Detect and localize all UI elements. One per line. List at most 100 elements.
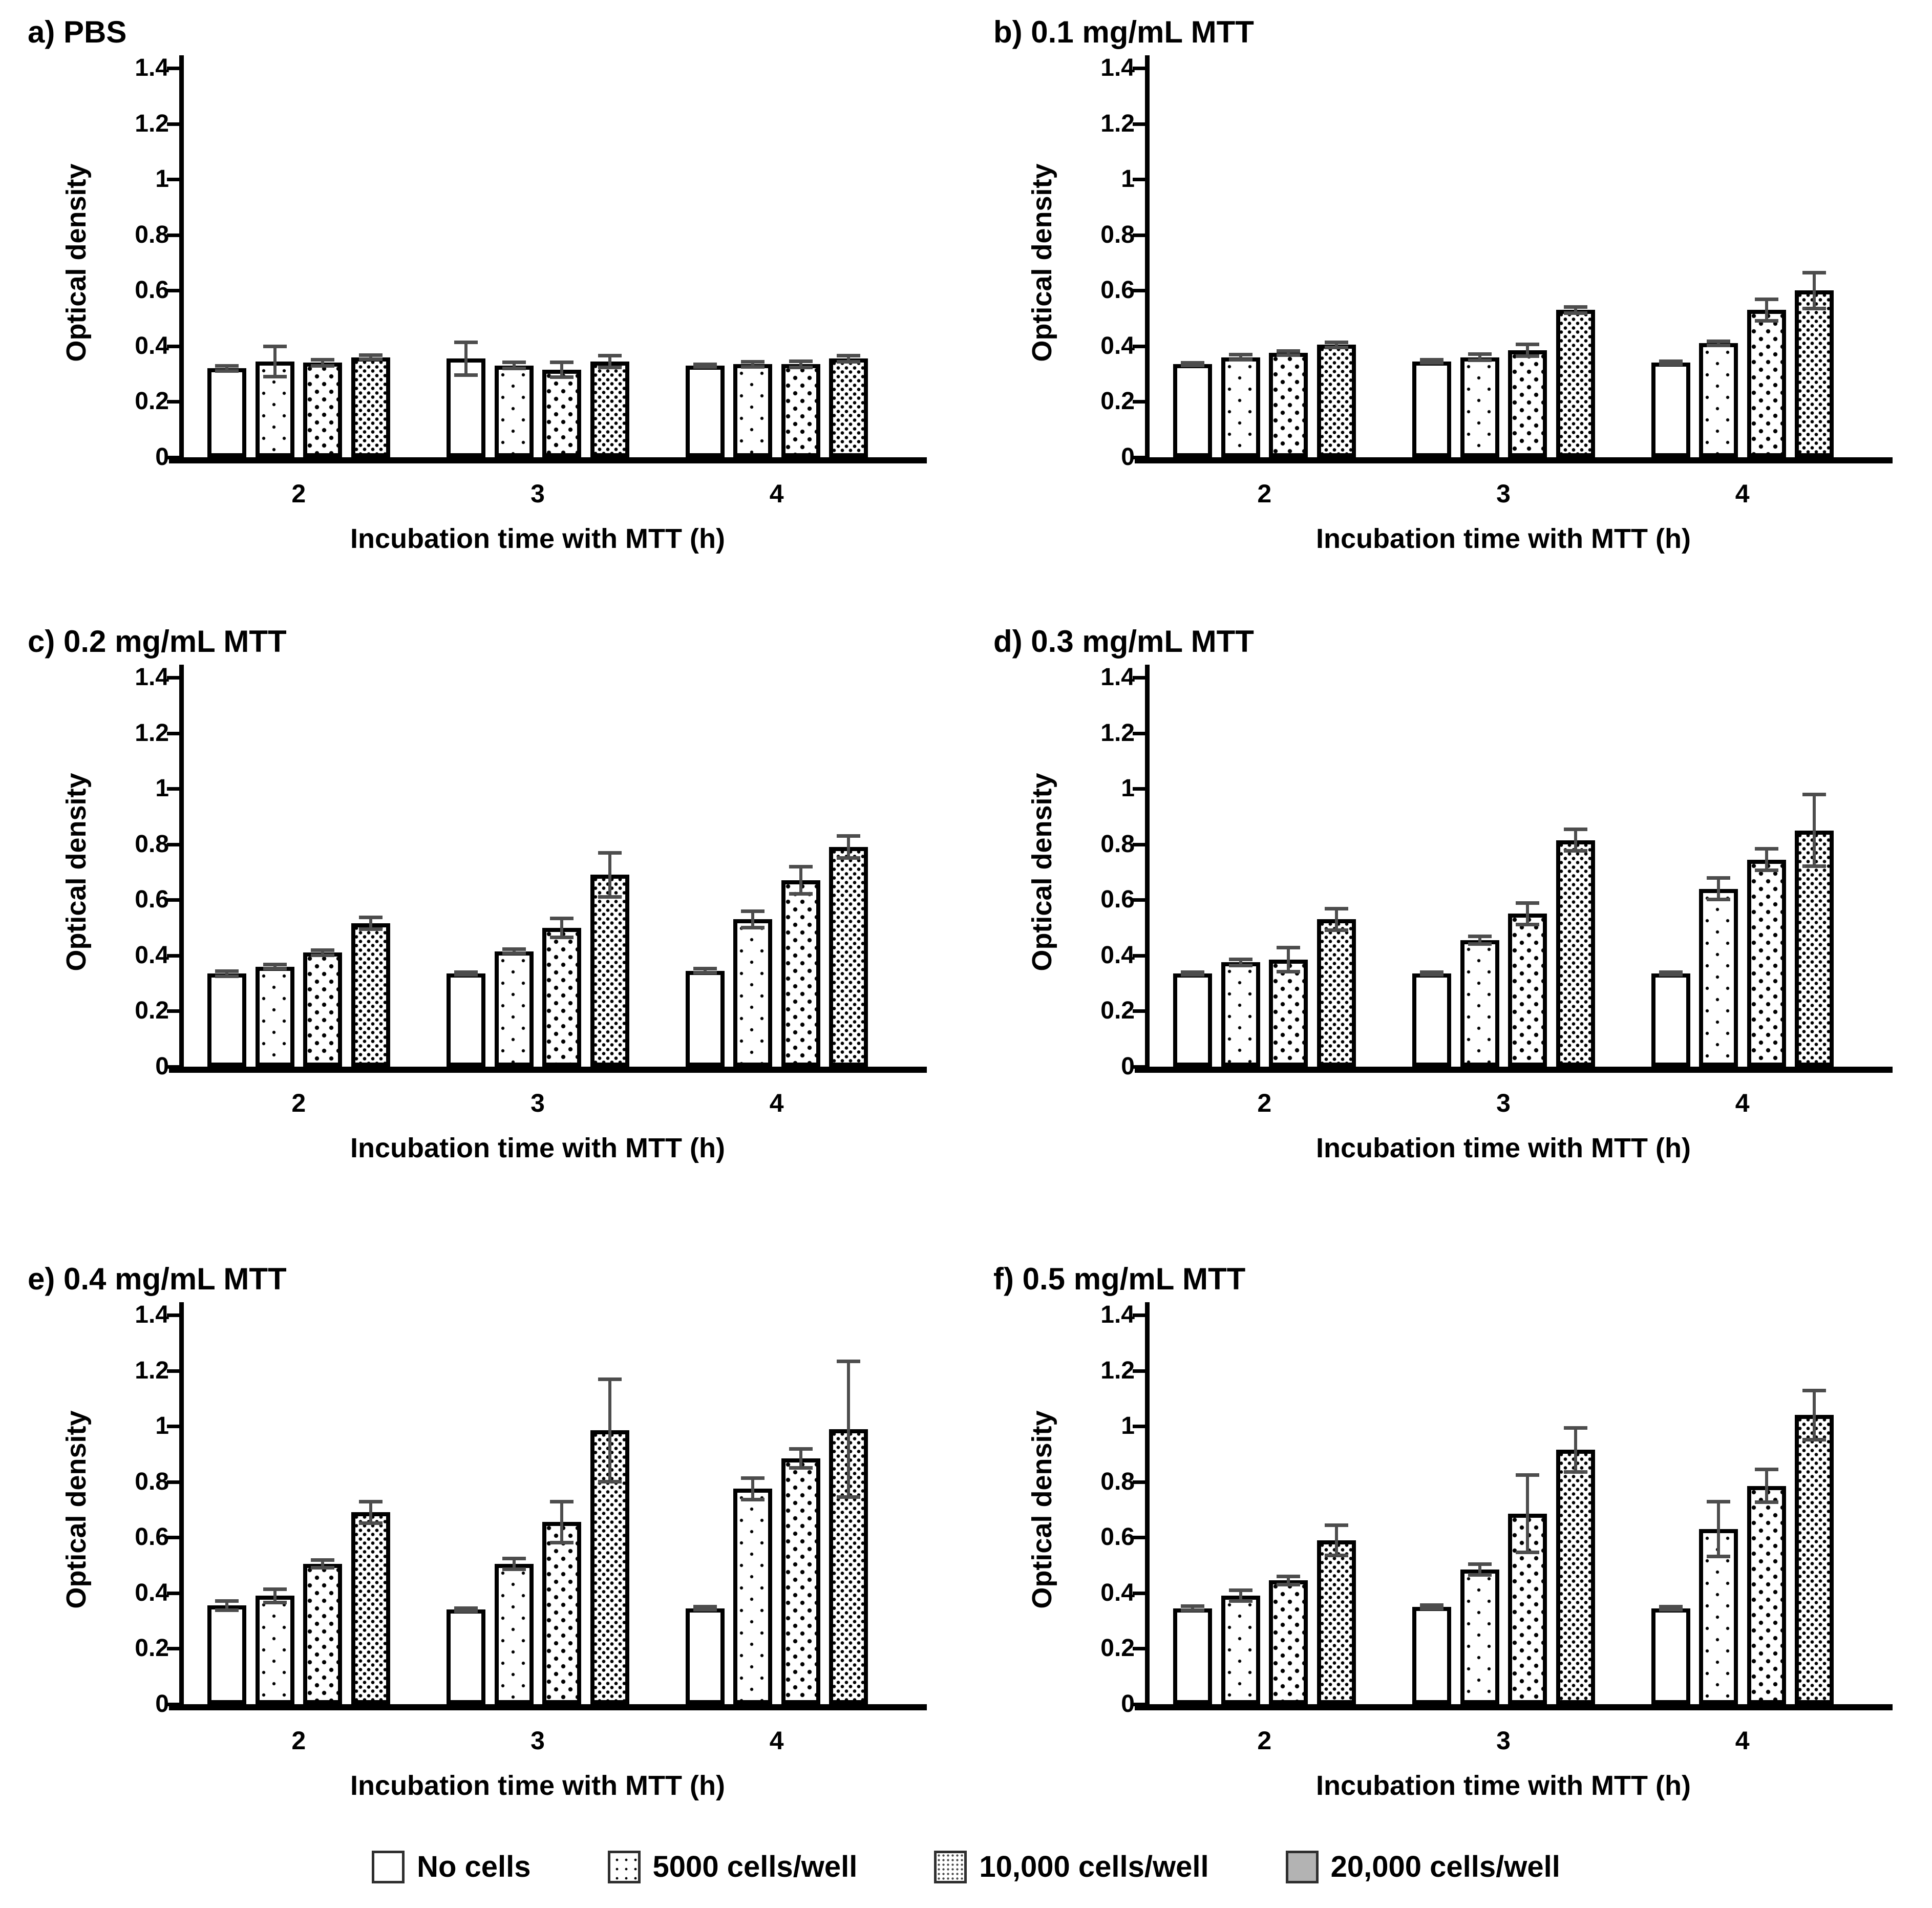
bar: [1508, 914, 1547, 1067]
y-tick-label: 0.4: [1100, 1579, 1135, 1606]
error-bar-cap: [1228, 1588, 1252, 1593]
error-bar-cap: [1228, 963, 1252, 967]
bar: [207, 368, 247, 457]
error-bar-cap: [1659, 973, 1683, 977]
y-tick-label: 0.4: [135, 332, 169, 359]
y-tick-label: 0: [1121, 1690, 1135, 1718]
error-bar-cap: [502, 1557, 526, 1560]
error-bar-line: [512, 362, 516, 369]
x-tick-label: 3: [530, 1726, 545, 1755]
error-bar-line: [1813, 794, 1816, 867]
y-tick: [167, 289, 179, 293]
error-bar-line: [1239, 354, 1242, 360]
bar: [447, 358, 485, 457]
error-bar-line: [1287, 1576, 1290, 1585]
error-bar-cap: [1707, 1499, 1731, 1503]
panel-a-pbs: a) PBS 0 0.2 0.4 0.6 0.8 1 1.2 1.4 Optical densi…: [0, 0, 966, 609]
y-tick: [1133, 400, 1145, 404]
bar: [590, 361, 629, 457]
bar: [1173, 364, 1213, 457]
y-tick-label: 1: [1121, 775, 1135, 802]
error-bar-cap: [454, 340, 478, 344]
error-bar-line: [847, 836, 851, 858]
y-tick: [1133, 344, 1145, 348]
y-tick: [1133, 233, 1145, 237]
error-bar-cap: [454, 973, 478, 977]
x-tick-label: 2: [291, 479, 306, 508]
bar: [1508, 1514, 1547, 1704]
error-bar-cap: [1228, 957, 1252, 961]
x-tick-label: 4: [769, 1089, 784, 1117]
y-tick: [167, 233, 179, 237]
error-bar-cap: [1277, 970, 1301, 974]
bar: [829, 358, 868, 457]
error-bar-cap: [263, 1600, 287, 1604]
error-bar-cap: [1468, 942, 1492, 946]
panel-e-0-4-mg: e) 0.4 mg/mL MTT 0 0.2 0.4 0.6 0.8 1 1.2 1.4 Opt…: [0, 1247, 966, 1826]
y-tick-label: 1.4: [1100, 1301, 1135, 1328]
error-bar-line: [608, 1379, 611, 1482]
bar: [1651, 1608, 1690, 1704]
error-bar-cap: [454, 1609, 478, 1613]
x-axis-label: Incubation time with MTT (h): [1316, 1770, 1691, 1801]
error-bar-line: [512, 1558, 516, 1570]
y-tick-label: 0.6: [135, 277, 169, 304]
y-tick: [1133, 1480, 1145, 1484]
y-axis: [1145, 55, 1150, 463]
bar: [1173, 1608, 1213, 1704]
bar: [542, 927, 581, 1067]
y-tick: [167, 67, 179, 70]
y-tick-label: 1.2: [135, 719, 169, 747]
error-bar-line: [225, 970, 229, 977]
bar: [1747, 859, 1786, 1067]
error-bar-cap: [1563, 827, 1587, 831]
error-bar-line: [1334, 1524, 1338, 1556]
error-bar-cap: [598, 851, 622, 855]
y-tick-label: 0.8: [1100, 830, 1135, 858]
bar: [1221, 962, 1260, 1067]
y-tick: [1133, 289, 1145, 293]
error-bar-cap: [550, 1541, 574, 1545]
x-axis: [1135, 457, 1893, 463]
panel-b-0-1-mg: b) 0.1 mg/mL MTT 0 0.2 0.4 0.6 0.8 1 1.2 1.4 Opt…: [966, 0, 1932, 609]
y-tick: [1133, 1313, 1145, 1317]
error-bar-cap: [550, 375, 574, 379]
error-bar-cap: [598, 365, 622, 369]
y-axis-label: Optical density: [61, 773, 92, 971]
error-bar-cap: [263, 963, 287, 967]
panel-title: b) 0.1 mg/mL MTT: [993, 15, 1254, 49]
x-tick-label: 2: [1257, 479, 1272, 508]
y-tick-label: 0: [155, 1053, 169, 1080]
y-axis: [179, 1302, 184, 1710]
y-axis-label: Optical density: [1027, 773, 1057, 971]
y-tick: [1133, 178, 1145, 182]
error-bar-cap: [693, 365, 717, 369]
error-bar-cap: [358, 1521, 383, 1525]
legend-label: 10,000 cells/well: [979, 1850, 1209, 1883]
error-bar-line: [560, 1501, 563, 1543]
y-tick-label: 0.4: [135, 941, 169, 969]
bar: [1747, 310, 1786, 457]
error-bar-cap: [1563, 1426, 1587, 1430]
y-tick: [167, 1313, 179, 1317]
y-axis-label: Optical density: [61, 163, 92, 362]
error-bar-cap: [741, 365, 765, 369]
bar: [1556, 840, 1595, 1067]
y-tick-label: 1.4: [135, 1301, 169, 1328]
y-tick-label: 0.4: [1100, 332, 1135, 359]
x-tick-label: 3: [1496, 479, 1511, 508]
error-bar-cap: [358, 916, 383, 920]
y-tick-label: 1.2: [135, 110, 169, 137]
legend-label: No cells: [417, 1850, 531, 1883]
error-bar-cap: [550, 935, 574, 939]
error-bar-cap: [1181, 970, 1205, 974]
error-bar-cap: [1228, 353, 1252, 357]
error-bar-cap: [1707, 343, 1731, 347]
error-bar-cap: [263, 374, 287, 378]
error-bar-cap: [1324, 1553, 1348, 1557]
error-bar-cap: [311, 948, 335, 952]
error-bar-cap: [454, 1606, 478, 1610]
legend-label: 20,000 cells/well: [1330, 1850, 1560, 1883]
bar: [303, 363, 343, 457]
